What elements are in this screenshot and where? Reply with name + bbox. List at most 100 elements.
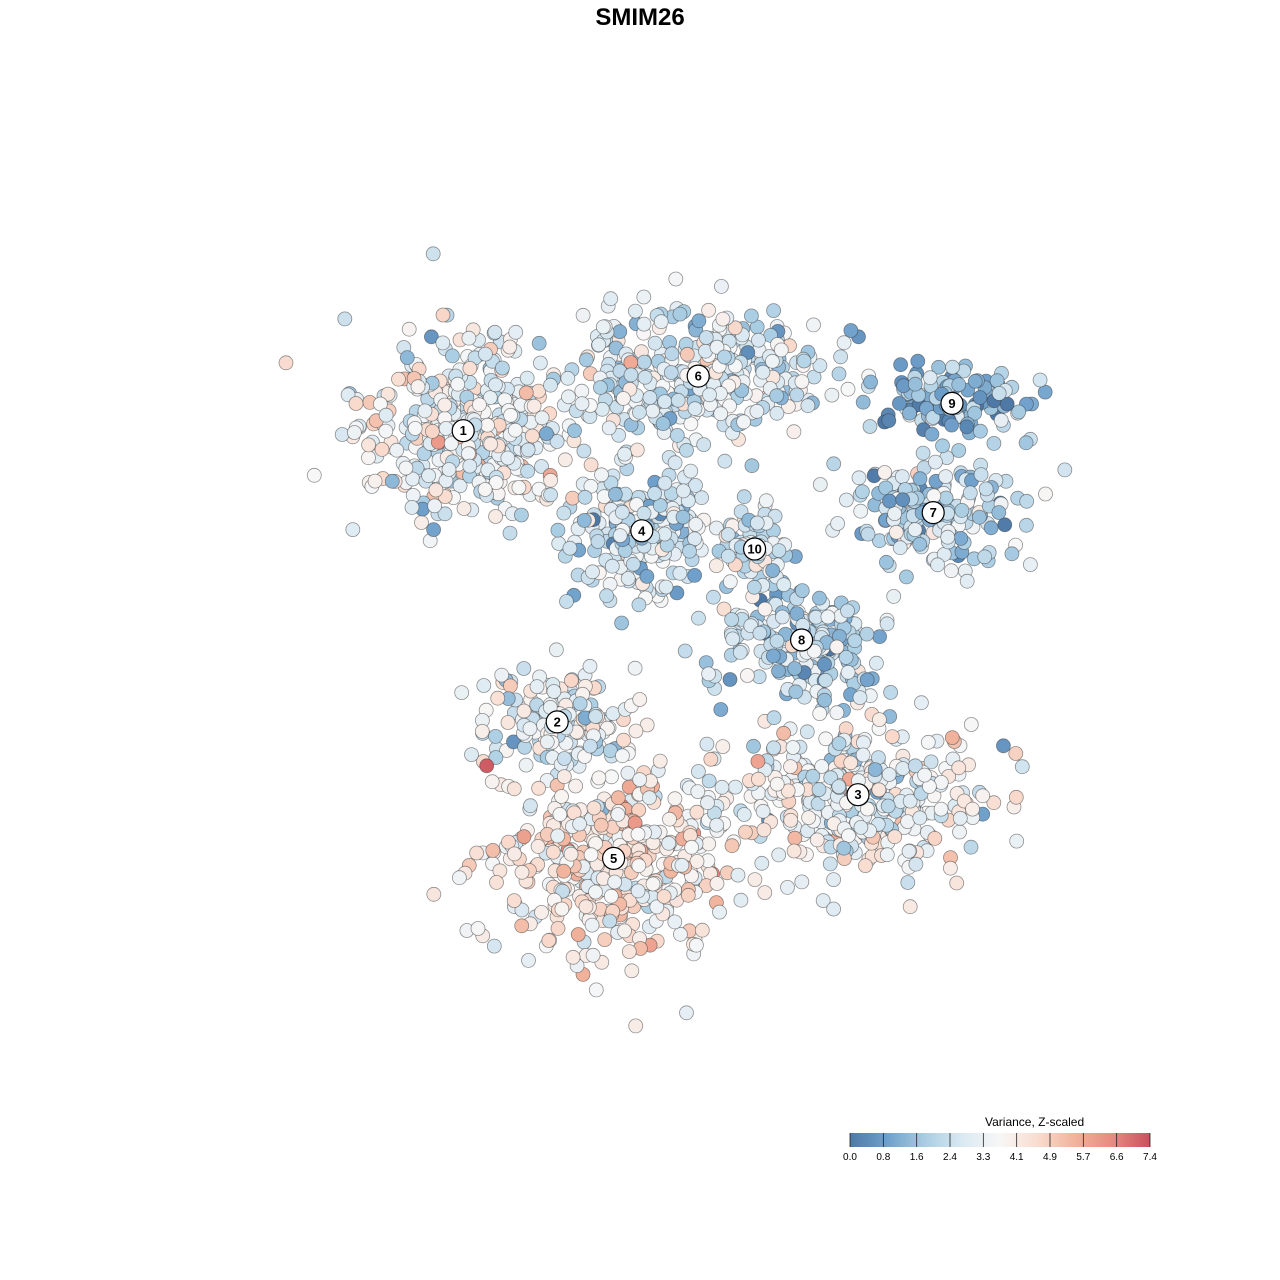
cell-point <box>508 324 524 340</box>
cell-point <box>677 643 693 659</box>
cell-point <box>550 828 566 844</box>
cell-point <box>709 558 724 573</box>
cell-point <box>940 529 956 545</box>
cell-point <box>945 359 960 375</box>
cell-point <box>700 795 715 811</box>
cell-point <box>616 732 631 748</box>
cell-point <box>843 323 859 338</box>
cell-point <box>698 330 714 345</box>
cell-point <box>689 854 705 869</box>
cell-point <box>787 661 803 676</box>
cell-point <box>822 856 838 872</box>
cell-point <box>933 801 949 817</box>
cell-point <box>794 374 810 390</box>
cell-point <box>840 664 856 680</box>
legend-tick-label: 0.8 <box>876 1152 890 1163</box>
cell-point <box>794 874 810 890</box>
cell-point <box>688 517 704 532</box>
cell-point <box>949 875 965 891</box>
cell-point <box>773 342 789 358</box>
cell-point <box>824 387 840 403</box>
points-layer <box>278 246 1073 1034</box>
cell-point <box>894 469 910 485</box>
cell-point <box>1038 486 1053 502</box>
cell-point <box>877 465 893 480</box>
cell-point <box>399 350 415 366</box>
cell-point <box>494 667 510 683</box>
cell-point <box>519 370 535 386</box>
cell-point <box>722 574 738 590</box>
cell-point <box>702 387 717 403</box>
cell-point <box>576 443 592 459</box>
cell-point <box>815 893 831 908</box>
cell-point <box>853 820 869 835</box>
cell-point <box>657 394 673 410</box>
legend-tick-label: 7.4 <box>1143 1152 1157 1163</box>
svg-text:4: 4 <box>638 523 646 538</box>
cell-point <box>610 807 626 822</box>
cell-point <box>534 905 549 920</box>
cell-point <box>756 822 772 838</box>
svg-text:3: 3 <box>854 787 861 802</box>
cell-point <box>859 626 875 642</box>
cell-point <box>912 536 928 552</box>
cluster-label-7: 7 <box>921 500 945 525</box>
cell-point <box>520 442 536 458</box>
svg-text:10: 10 <box>747 542 761 557</box>
cell-point <box>703 751 719 767</box>
cell-point <box>520 463 535 479</box>
legend-tick-label: 0.0 <box>843 1152 857 1163</box>
cell-point <box>720 527 736 542</box>
cell-point <box>367 473 383 489</box>
cell-point <box>384 473 400 489</box>
cell-point <box>701 666 716 682</box>
cell-point <box>978 481 994 497</box>
cell-point <box>766 303 781 319</box>
cell-point <box>871 782 887 798</box>
cell-point <box>965 801 980 817</box>
cell-point <box>826 456 842 472</box>
cell-point <box>469 845 485 861</box>
cell-point <box>426 886 442 902</box>
legend-title: Variance, Z-scaled <box>985 1115 1084 1129</box>
cell-point <box>738 824 753 840</box>
cell-point <box>887 506 902 521</box>
cell-point <box>672 565 688 581</box>
cell-point <box>632 692 648 707</box>
cell-point <box>788 684 804 700</box>
cell-point <box>892 395 907 411</box>
cell-point <box>556 769 572 784</box>
cell-point <box>840 381 856 397</box>
cell-point <box>801 810 816 825</box>
cell-point <box>757 601 773 617</box>
svg-text:1: 1 <box>460 423 467 438</box>
cell-point <box>518 757 534 773</box>
cell-point <box>687 568 702 583</box>
cell-point <box>615 748 630 764</box>
cell-point <box>346 425 362 440</box>
cell-point <box>855 394 871 410</box>
cell-point <box>786 424 802 440</box>
cell-point <box>653 314 669 330</box>
cell-point <box>775 609 790 625</box>
cell-point <box>564 673 579 688</box>
cell-point <box>943 860 958 876</box>
cell-point <box>959 419 975 435</box>
cell-point <box>714 779 730 795</box>
cell-point <box>769 633 785 649</box>
cell-point <box>623 367 639 383</box>
cell-point <box>588 884 603 900</box>
cell-point <box>902 793 918 809</box>
cell-point <box>684 839 699 855</box>
cell-point <box>625 556 641 572</box>
cell-point <box>533 355 548 371</box>
cell-point <box>612 528 628 543</box>
cell-point <box>1008 789 1024 805</box>
svg-text:2: 2 <box>554 714 561 729</box>
cell-point <box>912 471 928 487</box>
cell-point <box>456 501 472 516</box>
cell-point <box>746 579 762 595</box>
cell-point <box>464 747 479 762</box>
cell-point <box>461 330 477 346</box>
cell-point <box>414 515 429 530</box>
